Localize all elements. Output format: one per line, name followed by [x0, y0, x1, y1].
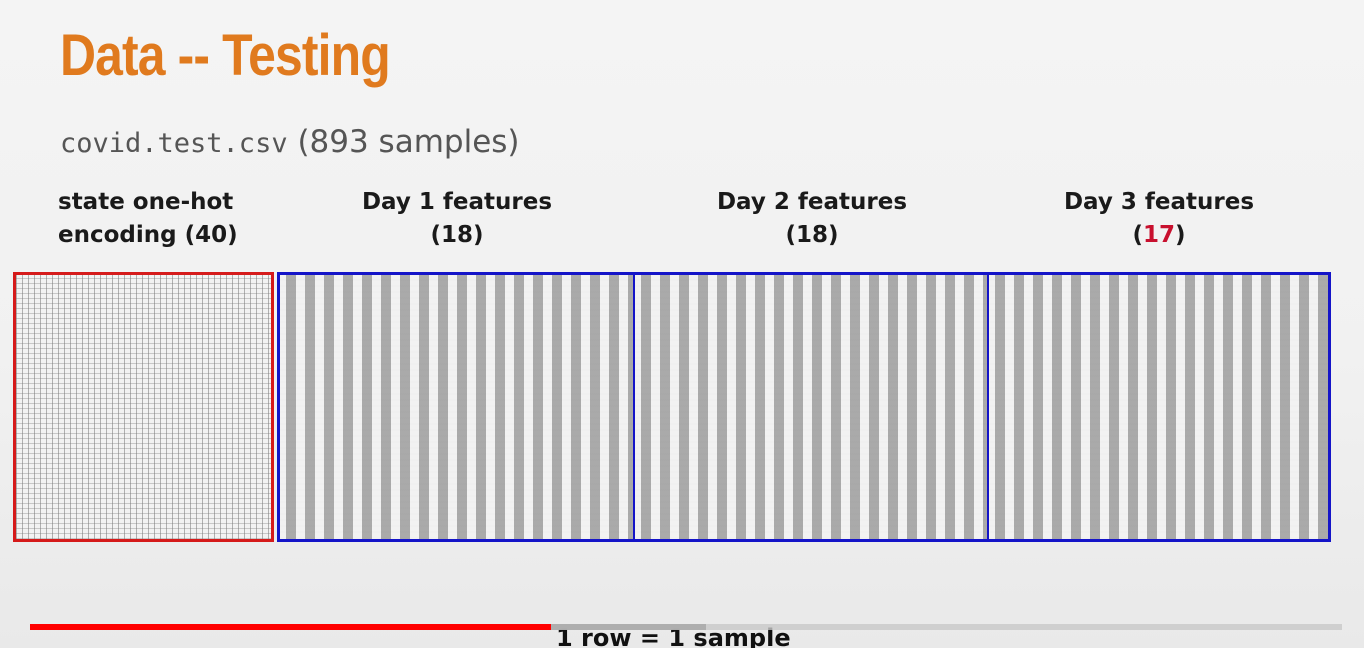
day3-features-data-block: [989, 272, 1331, 542]
video-progress-fill: [30, 624, 551, 630]
slide-subtitle: covid.test.csv (893 samples): [60, 124, 520, 160]
sample-count: (893 samples): [297, 124, 520, 160]
column-label-day3: Day 3 features (17): [1063, 189, 1255, 248]
state-onehot-data-block: [13, 272, 274, 542]
video-progress-bar[interactable]: [30, 624, 1342, 630]
file-name: covid.test.csv: [60, 128, 288, 159]
column-label-state-onehot: state one-hot encoding (40): [58, 189, 238, 248]
day2-features-data-block: [635, 272, 989, 542]
column-label-day1: Day 1 features (18): [361, 189, 553, 248]
column-label-day2: Day 2 features (18): [716, 189, 908, 248]
slide-title: Data -- Testing: [60, 23, 391, 88]
day1-features-data-block: [277, 272, 635, 542]
day3-feature-count: 17: [1142, 222, 1175, 248]
